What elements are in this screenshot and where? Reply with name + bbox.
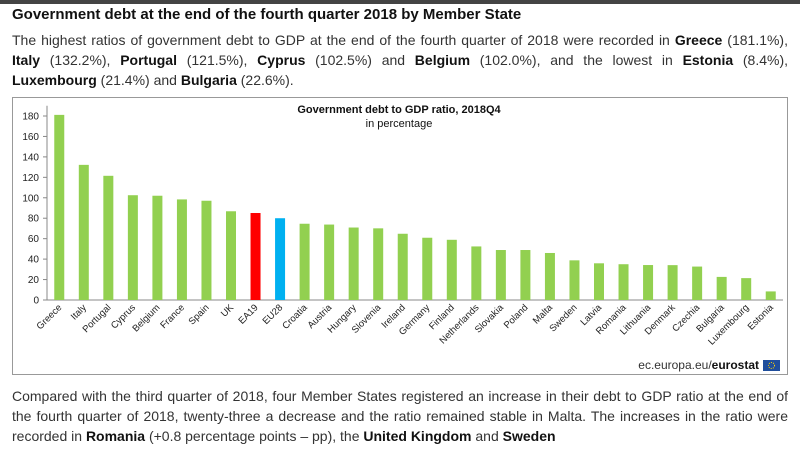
text-run: (22.6%). [236, 72, 294, 88]
bold-text: Bulgaria [180, 72, 237, 88]
bar [299, 223, 310, 300]
x-tick-label: France [158, 302, 187, 331]
x-tick-label: Belgium [130, 302, 162, 334]
text-run: (121.5%), [176, 52, 258, 68]
chart: Government debt to GDP ratio, 2018Q4 in … [22, 104, 783, 372]
bar [741, 278, 752, 300]
bar [643, 265, 654, 300]
bar [275, 218, 286, 300]
bar [201, 200, 212, 300]
x-tick-label: UK [219, 302, 237, 320]
bar [324, 224, 335, 300]
x-tick-label: Estonia [746, 302, 777, 333]
bar [594, 263, 604, 300]
source-url: ec.europa.eu/ [638, 358, 712, 372]
bold-text: Sweden [502, 428, 556, 444]
bold-text: Italy [12, 52, 41, 68]
bold-text: Luxembourg [12, 72, 97, 88]
bar [78, 164, 89, 300]
page-title: Government debt at the end of the fourth… [12, 6, 522, 23]
bar [422, 237, 433, 300]
bar [103, 175, 114, 300]
bold-text: Greece [674, 32, 723, 48]
top-bar [0, 0, 800, 4]
y-tick-label: 160 [22, 132, 39, 143]
x-tick-label: Poland [502, 302, 531, 331]
bar [569, 260, 580, 300]
bar [176, 199, 187, 300]
source-brand: eurostat [712, 358, 759, 372]
y-tick-label: 120 [22, 173, 39, 184]
y-tick-label: 40 [28, 255, 40, 266]
bar [226, 211, 236, 300]
bar [446, 239, 457, 300]
text-run: The highest ratios of government debt to… [12, 32, 675, 48]
bar [692, 266, 703, 300]
bar [373, 228, 384, 300]
bar [348, 227, 359, 300]
chart-box: Government debt to GDP ratio, 2018Q4 in … [12, 97, 788, 375]
source: ec.europa.eu/eurostat [638, 358, 759, 372]
x-tick-label: Croatia [280, 302, 310, 332]
bar [520, 250, 531, 300]
chart-title: Government debt to GDP ratio, 2018Q4 [297, 104, 501, 116]
bar [544, 252, 555, 300]
text-run: Compared with the third quarter of 2018,… [12, 388, 788, 444]
x-tick-label: Spain [187, 302, 212, 327]
bold-text: Belgium [414, 52, 471, 68]
y-tick-label: 80 [28, 214, 40, 225]
x-tick-label: Greece [35, 302, 65, 332]
bar [152, 195, 163, 300]
x-tick-label: Italy [69, 302, 89, 322]
y-tick-label: 20 [28, 275, 40, 286]
bar [397, 233, 408, 300]
eu-flag [763, 360, 780, 371]
y-tick-label: 140 [22, 152, 39, 163]
text-run: (132.2%), [40, 52, 121, 68]
y-tick-label: 180 [22, 112, 39, 123]
bar [127, 195, 138, 300]
bar [54, 114, 65, 301]
bar [495, 250, 506, 300]
bar [250, 213, 261, 300]
text-run: and [471, 428, 503, 444]
y-tick-label: 0 [33, 296, 39, 307]
y-tick-label: 60 [28, 234, 40, 245]
chart-subtitle: in percentage [366, 118, 433, 130]
x-tick-label: Sweden [548, 302, 580, 334]
outro-paragraph: Compared with the third quarter of 2018,… [12, 386, 788, 448]
bold-text: Cyprus [257, 52, 306, 68]
text-run: (8.4%), [733, 52, 789, 68]
bar [618, 264, 629, 300]
bar [716, 276, 727, 300]
intro-paragraph: The highest ratios of government debt to… [12, 30, 788, 90]
bar [471, 246, 482, 300]
text-run: (+0.8 percentage points – pp), the [145, 428, 364, 444]
bold-text: Estonia [682, 52, 734, 68]
y-tick-label: 100 [22, 193, 39, 204]
text-run: (181.1%), [722, 32, 788, 48]
text-run: (21.4%) and [96, 72, 181, 88]
bold-text: Portugal [120, 52, 177, 68]
x-tick-label: EA19 [236, 302, 260, 326]
text-run: (102.0%), and the lowest in [470, 52, 683, 68]
bar [765, 291, 776, 300]
text-run: (102.5%) and [305, 52, 415, 68]
bold-text: Romania [85, 428, 146, 444]
bar [667, 265, 678, 300]
bold-text: United Kingdom [363, 428, 472, 444]
